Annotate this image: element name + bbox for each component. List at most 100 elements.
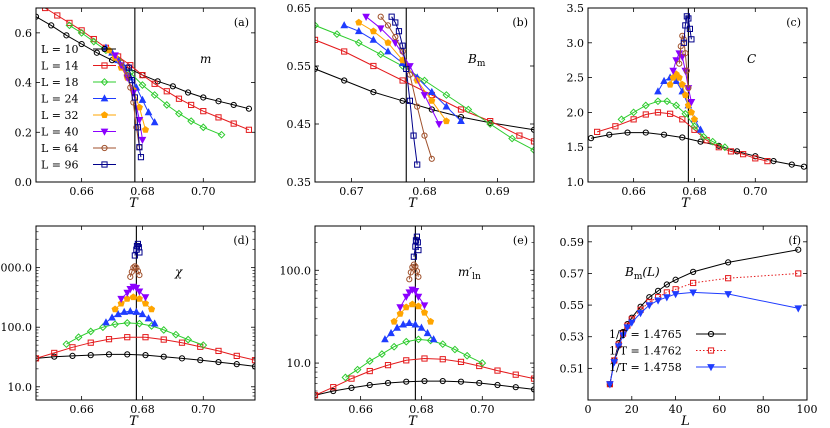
series-c-0 bbox=[588, 129, 807, 170]
data-point bbox=[341, 48, 348, 55]
data-point bbox=[486, 120, 495, 128]
data-point bbox=[135, 319, 144, 328]
data-point bbox=[89, 37, 98, 46]
panel-c: 0.66 0.68 0.70 1.0 1.5 2.0 2.5 3.0 3.5 (c) T C bbox=[567, 2, 808, 211]
data-point bbox=[402, 293, 411, 301]
data-point bbox=[132, 284, 141, 292]
x-tick-label: 80 bbox=[756, 403, 770, 416]
data-point bbox=[233, 361, 240, 368]
y-tick-label: 0.65 bbox=[287, 2, 312, 15]
data-point bbox=[366, 381, 373, 389]
data-point bbox=[672, 101, 681, 110]
data-point bbox=[403, 357, 410, 364]
data-point bbox=[410, 253, 417, 260]
data-point bbox=[414, 293, 423, 301]
legend-label: 1/T = 1.4758 bbox=[609, 361, 682, 374]
data-point bbox=[199, 341, 208, 350]
series-c-4 bbox=[666, 70, 698, 123]
legend-marker bbox=[101, 161, 108, 168]
quantity-main: B bbox=[467, 52, 477, 66]
data-point bbox=[720, 143, 729, 152]
data-point bbox=[654, 287, 662, 294]
data-point bbox=[136, 271, 143, 279]
data-point bbox=[663, 289, 670, 296]
x-tick-label: 0.68 bbox=[682, 185, 707, 198]
data-point bbox=[159, 326, 168, 334]
y-tick-label: 0.59 bbox=[560, 236, 585, 249]
panel-label: (d) bbox=[233, 234, 249, 247]
quantity-label: χ bbox=[174, 265, 183, 279]
data-point bbox=[384, 39, 392, 46]
legend-entry: L = 18 bbox=[41, 76, 116, 89]
data-point bbox=[794, 305, 803, 313]
data-point bbox=[427, 87, 436, 95]
x-tick-label: 0.70 bbox=[191, 185, 216, 198]
data-point bbox=[142, 334, 149, 341]
data-point bbox=[178, 355, 186, 362]
legend-entry: L = 40 bbox=[41, 126, 116, 139]
data-point bbox=[423, 328, 432, 337]
series-b-0 bbox=[315, 65, 534, 133]
series-line bbox=[129, 265, 140, 278]
data-point bbox=[332, 30, 341, 39]
data-point bbox=[135, 116, 144, 125]
data-point bbox=[442, 91, 451, 99]
legend-marker bbox=[707, 364, 715, 372]
legend-marker bbox=[707, 347, 715, 354]
data-point bbox=[123, 289, 132, 297]
data-point bbox=[163, 88, 170, 95]
data-point bbox=[114, 309, 122, 318]
plot-frame bbox=[587, 225, 808, 401]
x-tick-label: 0.70 bbox=[191, 403, 216, 416]
data-point bbox=[392, 33, 399, 41]
x-tick-label: 0.69 bbox=[485, 185, 510, 198]
data-point bbox=[353, 365, 362, 374]
data-point bbox=[663, 281, 670, 288]
data-point bbox=[48, 22, 55, 29]
data-point bbox=[396, 310, 404, 317]
data-point bbox=[215, 358, 222, 366]
series-b-4 bbox=[355, 18, 450, 125]
data-point bbox=[138, 309, 147, 318]
data-point bbox=[245, 126, 253, 133]
data-point bbox=[451, 345, 459, 354]
series-f-2 bbox=[606, 289, 803, 389]
data-point bbox=[341, 77, 348, 84]
series-line bbox=[36, 336, 255, 361]
data-point bbox=[406, 97, 413, 104]
data-point bbox=[384, 22, 392, 29]
x-tick-label: 20 bbox=[625, 403, 639, 416]
data-point bbox=[131, 94, 138, 101]
data-point bbox=[197, 357, 204, 364]
data-point bbox=[150, 91, 159, 99]
data-point bbox=[126, 307, 135, 315]
data-point bbox=[151, 80, 158, 87]
data-point bbox=[683, 13, 690, 20]
data-point bbox=[63, 32, 70, 39]
series-line bbox=[315, 357, 534, 396]
data-point bbox=[62, 340, 71, 349]
x-tick-label: 0.70 bbox=[743, 185, 768, 198]
data-point bbox=[530, 126, 534, 133]
y-tick-label: 10.0 bbox=[287, 357, 312, 370]
data-point bbox=[111, 52, 119, 60]
y-tick-label: 2.5 bbox=[567, 72, 585, 85]
series-line bbox=[590, 132, 805, 168]
data-point bbox=[215, 347, 222, 355]
y-tick-label: 100.0 bbox=[1, 321, 33, 334]
data-point bbox=[679, 134, 686, 141]
data-point bbox=[494, 367, 501, 374]
data-point bbox=[378, 350, 386, 358]
data-point bbox=[688, 36, 695, 43]
data-point bbox=[438, 340, 447, 349]
data-point bbox=[795, 270, 802, 277]
data-point bbox=[681, 91, 689, 99]
legend-label: L = 18 bbox=[41, 76, 79, 89]
quantity-sub: m bbox=[634, 272, 643, 282]
data-point bbox=[74, 333, 83, 342]
data-point bbox=[629, 108, 638, 117]
data-point bbox=[530, 146, 534, 155]
data-point bbox=[217, 130, 226, 139]
data-point bbox=[245, 105, 253, 112]
